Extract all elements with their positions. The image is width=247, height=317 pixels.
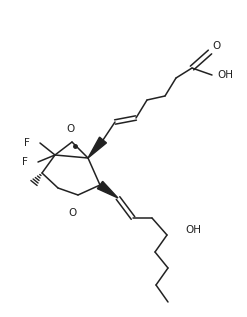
Text: OH: OH [185,225,201,235]
Text: O: O [68,208,76,218]
Polygon shape [97,181,118,198]
Text: F: F [22,157,28,167]
Text: F: F [24,138,30,148]
Text: OH: OH [217,70,233,80]
Text: O: O [212,41,220,51]
Text: O: O [66,124,74,134]
Polygon shape [88,137,106,158]
